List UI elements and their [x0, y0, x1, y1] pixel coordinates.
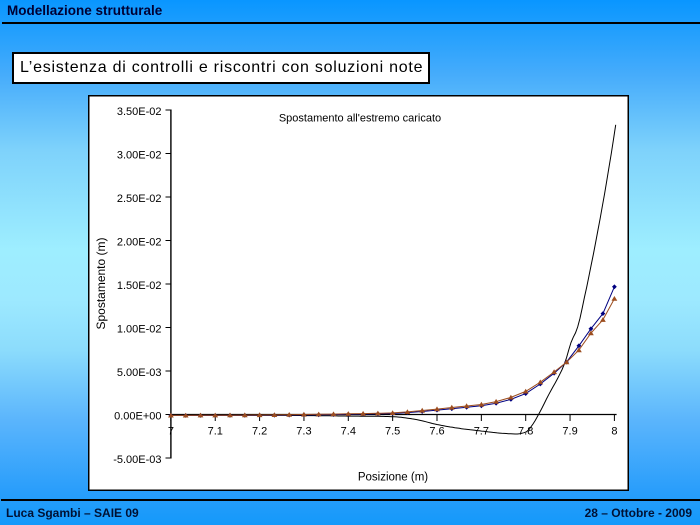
svg-text:8: 8: [611, 426, 617, 438]
svg-text:7.2: 7.2: [252, 426, 267, 438]
svg-text:5.00E-03: 5.00E-03: [117, 367, 162, 379]
svg-text:1.00E-02: 1.00E-02: [117, 324, 162, 336]
svg-text:2.50E-02: 2.50E-02: [117, 193, 162, 205]
svg-text:0.00E+00: 0.00E+00: [114, 411, 161, 423]
svg-text:3.00E-02: 3.00E-02: [117, 150, 162, 162]
svg-text:3.50E-02: 3.50E-02: [117, 106, 162, 118]
svg-text:-5.00E-03: -5.00E-03: [113, 454, 161, 466]
svg-text:7: 7: [168, 426, 174, 438]
svg-text:Posizione (m): Posizione (m): [358, 472, 428, 484]
svg-text:7.5: 7.5: [385, 426, 400, 438]
svg-text:7.1: 7.1: [208, 426, 223, 438]
svg-text:2.00E-02: 2.00E-02: [117, 237, 162, 249]
svg-text:7.7: 7.7: [474, 426, 489, 438]
svg-text:7.9: 7.9: [562, 426, 577, 438]
svg-text:1.50E-02: 1.50E-02: [117, 280, 162, 292]
svg-text:7.6: 7.6: [429, 426, 444, 438]
svg-text:7.3: 7.3: [296, 426, 311, 438]
svg-text:7.4: 7.4: [341, 426, 356, 438]
svg-text:Spostamento all'estremo carica: Spostamento all'estremo caricato: [279, 113, 441, 125]
svg-text:Spostamento (m): Spostamento (m): [94, 237, 108, 329]
